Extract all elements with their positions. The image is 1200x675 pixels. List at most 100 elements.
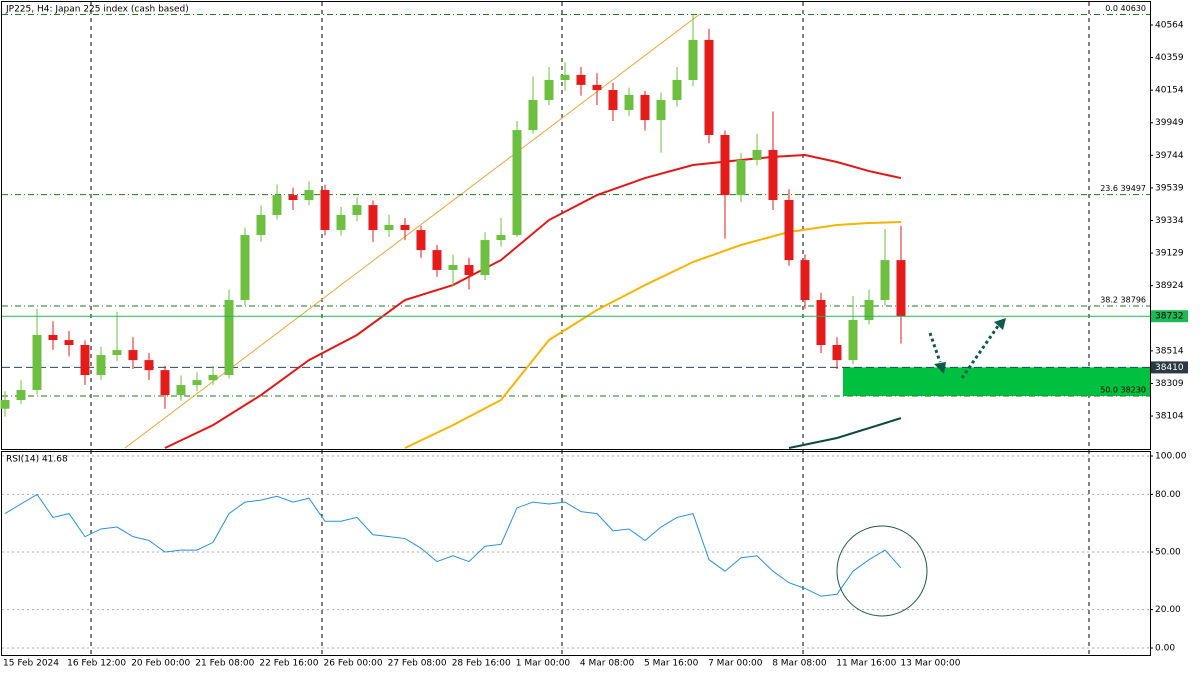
price-pane	[1, 1, 1151, 450]
moving-average	[788, 417, 902, 449]
trend-line	[124, 13, 701, 449]
y-tick-label: 38514	[1155, 346, 1184, 356]
candle-body	[128, 350, 138, 361]
x-tick-label: 20 Feb 00:00	[131, 659, 190, 669]
candle-body	[448, 265, 458, 270]
candle-body	[640, 94, 650, 121]
y-tick-label: 39129	[1155, 249, 1184, 259]
rsi-line	[4, 493, 902, 597]
x-tick-label: 7 Mar 00:00	[708, 659, 763, 669]
y-tick-label: 39744	[1155, 151, 1184, 161]
current-price-label: 38732	[1155, 312, 1184, 322]
fib-label: 0.0 40630	[1105, 4, 1146, 13]
y-tick-label: 0.00	[1155, 644, 1175, 654]
support-zone	[843, 367, 1150, 397]
arrow-head	[934, 362, 946, 374]
x-tick-label: 1 Mar 00:00	[516, 659, 571, 669]
candle-body	[544, 79, 554, 101]
rsi-pane	[1, 451, 1151, 656]
y-tick-label: 38309	[1155, 379, 1184, 389]
y-tick-label: 100.00	[1155, 452, 1187, 462]
candle-body	[208, 375, 218, 381]
candle-body	[848, 320, 858, 361]
marked-price-label: 38410	[1155, 363, 1184, 373]
candle-body	[416, 230, 426, 251]
candle-body	[752, 149, 762, 160]
candle-body	[96, 355, 106, 376]
candle-body	[384, 224, 394, 231]
y-tick-label: 39539	[1155, 183, 1184, 193]
candle-body	[480, 240, 490, 276]
y-tick-label: 40564	[1155, 20, 1184, 30]
moving-average	[404, 220, 902, 449]
candle-body	[784, 200, 794, 261]
fib-label: 50.0 38230	[1100, 386, 1146, 395]
y-tick-label: 38924	[1155, 281, 1184, 291]
candle-body	[736, 159, 746, 196]
candle-body	[224, 300, 234, 376]
session-separators	[90, 2, 1090, 655]
chart-title: JP225, H4: Japan 225 index (cash based)	[5, 5, 189, 15]
x-tick-label: 5 Mar 16:00	[644, 659, 699, 669]
x-tick-label: 8 Mar 08:00	[772, 659, 827, 669]
x-tick-label: 4 Mar 08:00	[580, 659, 635, 669]
candle-body	[528, 100, 538, 131]
candle-body	[16, 389, 26, 400]
candle-body	[464, 265, 474, 276]
candle-body	[272, 195, 282, 215]
fib-label: 23.6 39497	[1100, 184, 1146, 193]
x-tick-label: 11 Mar 16:00	[836, 659, 896, 669]
x-tick-label: 16 Feb 12:00	[67, 659, 126, 669]
candle-body	[688, 39, 698, 80]
y-tick-label: 80.00	[1155, 490, 1181, 500]
x-tick-label: 21 Feb 08:00	[195, 659, 254, 669]
candle-body	[80, 344, 90, 376]
candle-body	[336, 214, 346, 231]
candle-body	[800, 260, 810, 300]
candle-body	[256, 214, 266, 235]
candle-body	[368, 205, 378, 231]
candle-body	[144, 360, 154, 371]
x-tick-label: 13 Mar 00:00	[900, 659, 960, 669]
candle-body	[880, 260, 890, 300]
highlight-circle	[836, 525, 928, 617]
candle-body	[304, 189, 314, 201]
candle-body	[832, 344, 842, 361]
candle-body	[560, 74, 570, 80]
y-tick-label: 39949	[1155, 118, 1184, 128]
candle-body	[672, 79, 682, 101]
moving-average	[164, 154, 902, 449]
candle-body	[0, 399, 10, 409]
candle-body	[512, 130, 522, 235]
candle-body	[32, 334, 42, 390]
candle-body	[720, 134, 730, 196]
candle-body	[608, 90, 618, 111]
candle-body	[352, 205, 362, 215]
candle-body	[816, 300, 826, 345]
x-tick-label: 28 Feb 16:00	[452, 659, 511, 669]
candle-body	[320, 189, 330, 231]
arrow-head	[994, 318, 1006, 330]
candle-body	[112, 350, 122, 356]
candle-body	[896, 260, 906, 317]
candle-body	[288, 195, 298, 201]
candle-body	[64, 340, 74, 345]
candle-body	[592, 84, 602, 91]
candle-body	[240, 234, 250, 300]
fib-label: 38.2 38796	[1100, 296, 1146, 305]
x-tick-label: 27 Feb 08:00	[388, 659, 447, 669]
candle-body	[432, 250, 442, 270]
y-tick-label: 20.00	[1155, 605, 1181, 615]
candle-body	[624, 94, 634, 111]
candle-body	[576, 74, 586, 85]
x-tick-label: 22 Feb 16:00	[259, 659, 318, 669]
x-tick-label: 15 Feb 2024	[3, 659, 59, 669]
y-tick-label: 40154	[1155, 86, 1184, 96]
candle-body	[400, 224, 410, 231]
rsi-title: RSI(14) 41.68	[6, 455, 68, 465]
candle-body	[496, 234, 506, 241]
candle-body	[704, 39, 714, 135]
candle-body	[656, 100, 666, 121]
arrows	[928, 325, 1000, 379]
